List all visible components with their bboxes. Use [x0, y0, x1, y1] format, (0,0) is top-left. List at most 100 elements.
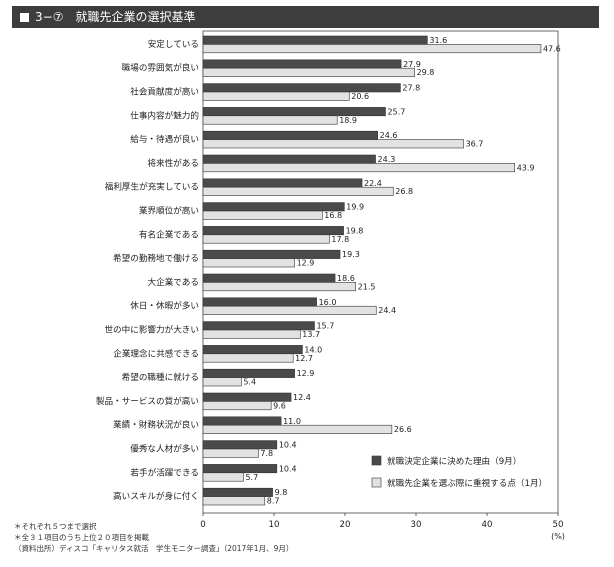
data-label: 22.4 [364, 179, 382, 188]
bar-september [202, 35, 428, 45]
category-label: 企業理念に共感できる [113, 347, 199, 359]
legend: 就職決定企業に決めた理由（9月） 就職先企業を選ぶ際に重視する点（1月） [371, 455, 547, 489]
bar-september [202, 392, 292, 402]
data-label: 7.8 [260, 449, 273, 458]
category-label: 将来性がある [147, 157, 199, 169]
bar-september [202, 464, 278, 474]
category-label: 希望の勤務地で働ける [113, 252, 199, 264]
data-label: 24.3 [378, 155, 396, 164]
category-label: 若手が活躍できる [130, 466, 199, 478]
x-tick-label: 40 [482, 520, 493, 530]
x-axis: 0 10 20 30 40 50 (%) [200, 513, 565, 541]
data-label: 26.6 [394, 425, 412, 434]
bar-january [202, 496, 266, 506]
bar-january [202, 258, 295, 268]
data-label: 26.8 [395, 187, 413, 196]
x-tick-label: 20 [340, 520, 351, 530]
bar-september [202, 321, 315, 331]
chart-title: 就職先企業の選択基準 [75, 10, 196, 24]
bar-september [202, 107, 386, 117]
x-tick-label: 50 [553, 520, 564, 530]
footnote: ＊それぞれ５つまで選択 [14, 522, 97, 531]
bar-september [202, 130, 378, 140]
data-label: 5.7 [245, 473, 258, 482]
category-label: 仕事内容が魅力的 [130, 109, 199, 121]
category-label: 世の中に影響力が大きい [104, 324, 199, 336]
legend-label: 就職先企業を選ぶ際に重視する点（1月） [387, 477, 547, 489]
data-label: 14.0 [304, 345, 322, 354]
bar-september [202, 202, 345, 212]
bar-september [202, 226, 344, 236]
legend-swatch [371, 455, 382, 466]
chart-header: 3−⑦ 就職先企業の選択基準 [12, 6, 599, 28]
bar-september [202, 59, 402, 69]
category-label: 有名企業である [139, 228, 199, 240]
category-label: 業界順位が高い [139, 205, 199, 217]
bar-september [202, 178, 363, 188]
bar-january [202, 186, 394, 196]
bar-september [202, 487, 273, 497]
bar-january [202, 282, 356, 292]
data-label: 10.4 [279, 441, 297, 450]
bar-january [202, 67, 415, 77]
data-label: 8.7 [267, 497, 280, 506]
data-label: 36.7 [466, 140, 484, 149]
data-label: 31.6 [429, 36, 447, 45]
data-label: 27.9 [403, 60, 421, 69]
category-label: 製品・サービスの質が高い [96, 395, 199, 407]
bar-september [202, 368, 295, 378]
category-label: 社会貢献度が高い [130, 86, 199, 98]
footnotes: ＊それぞれ５つまで選択 ＊全３１項目のうち上位２０項目を掲載 （資料出所）ディス… [14, 521, 293, 554]
data-label: 47.6 [543, 44, 561, 53]
category-label: 給与・待遇が良い [130, 133, 199, 145]
bar-january [202, 448, 259, 458]
bar-january [202, 305, 377, 315]
x-unit-label: (%) [551, 532, 565, 541]
bar-january [202, 353, 294, 363]
data-label: 17.8 [331, 235, 349, 244]
category-label: 大企業である [148, 276, 199, 288]
category-label: 安定している [148, 38, 199, 50]
footnote: （資料出所）ディスコ「キャリタス就活 学生モニター調査」（2017年1月、9月） [14, 544, 294, 553]
bar-january [202, 472, 244, 482]
bar-january [202, 329, 301, 339]
x-tick-label: 0 [200, 520, 205, 530]
data-label: 27.8 [402, 84, 420, 93]
bar-september [202, 249, 341, 259]
bar-september [202, 440, 278, 450]
plot-frame [202, 30, 559, 514]
data-label: 12.7 [295, 354, 313, 363]
bar-january [202, 91, 350, 101]
bars-group: 安定している 31.6 47.6 職場の雰囲気が良い 27.929.8 社会貢献度が高い 2… [96, 35, 561, 506]
data-label: 12.4 [293, 393, 311, 402]
x-tick-label: 10 [269, 520, 280, 530]
data-label: 20.6 [351, 92, 369, 101]
figure-number: 3−⑦ [35, 10, 64, 24]
data-label: 19.3 [342, 250, 360, 259]
bar-september [202, 416, 282, 426]
header-square-icon [20, 13, 29, 22]
data-label: 19.9 [346, 203, 364, 212]
bar-january [202, 234, 330, 244]
data-label: 18.6 [337, 274, 355, 283]
data-label: 16.0 [319, 298, 337, 307]
data-label: 29.8 [417, 68, 435, 77]
data-label: 18.9 [339, 116, 357, 125]
bar-september [202, 297, 317, 307]
data-label: 11.0 [283, 417, 301, 426]
data-label: 16.8 [324, 211, 342, 220]
category-label: 福利厚生が充実している [105, 181, 199, 193]
data-label: 25.7 [387, 107, 405, 116]
bar-january [202, 377, 242, 387]
bar-january [202, 210, 323, 220]
data-label: 9.8 [275, 488, 288, 497]
category-label: 優秀な人材が多い [130, 443, 199, 455]
bar-january [202, 115, 338, 125]
data-label: 12.9 [297, 369, 315, 378]
bar-september [202, 345, 303, 355]
legend-swatch [371, 477, 382, 488]
data-label: 24.4 [378, 306, 396, 315]
category-label: 職場の雰囲気が良い [122, 62, 199, 74]
footnote: ＊全３１項目のうち上位２０項目を掲載 [14, 533, 149, 542]
